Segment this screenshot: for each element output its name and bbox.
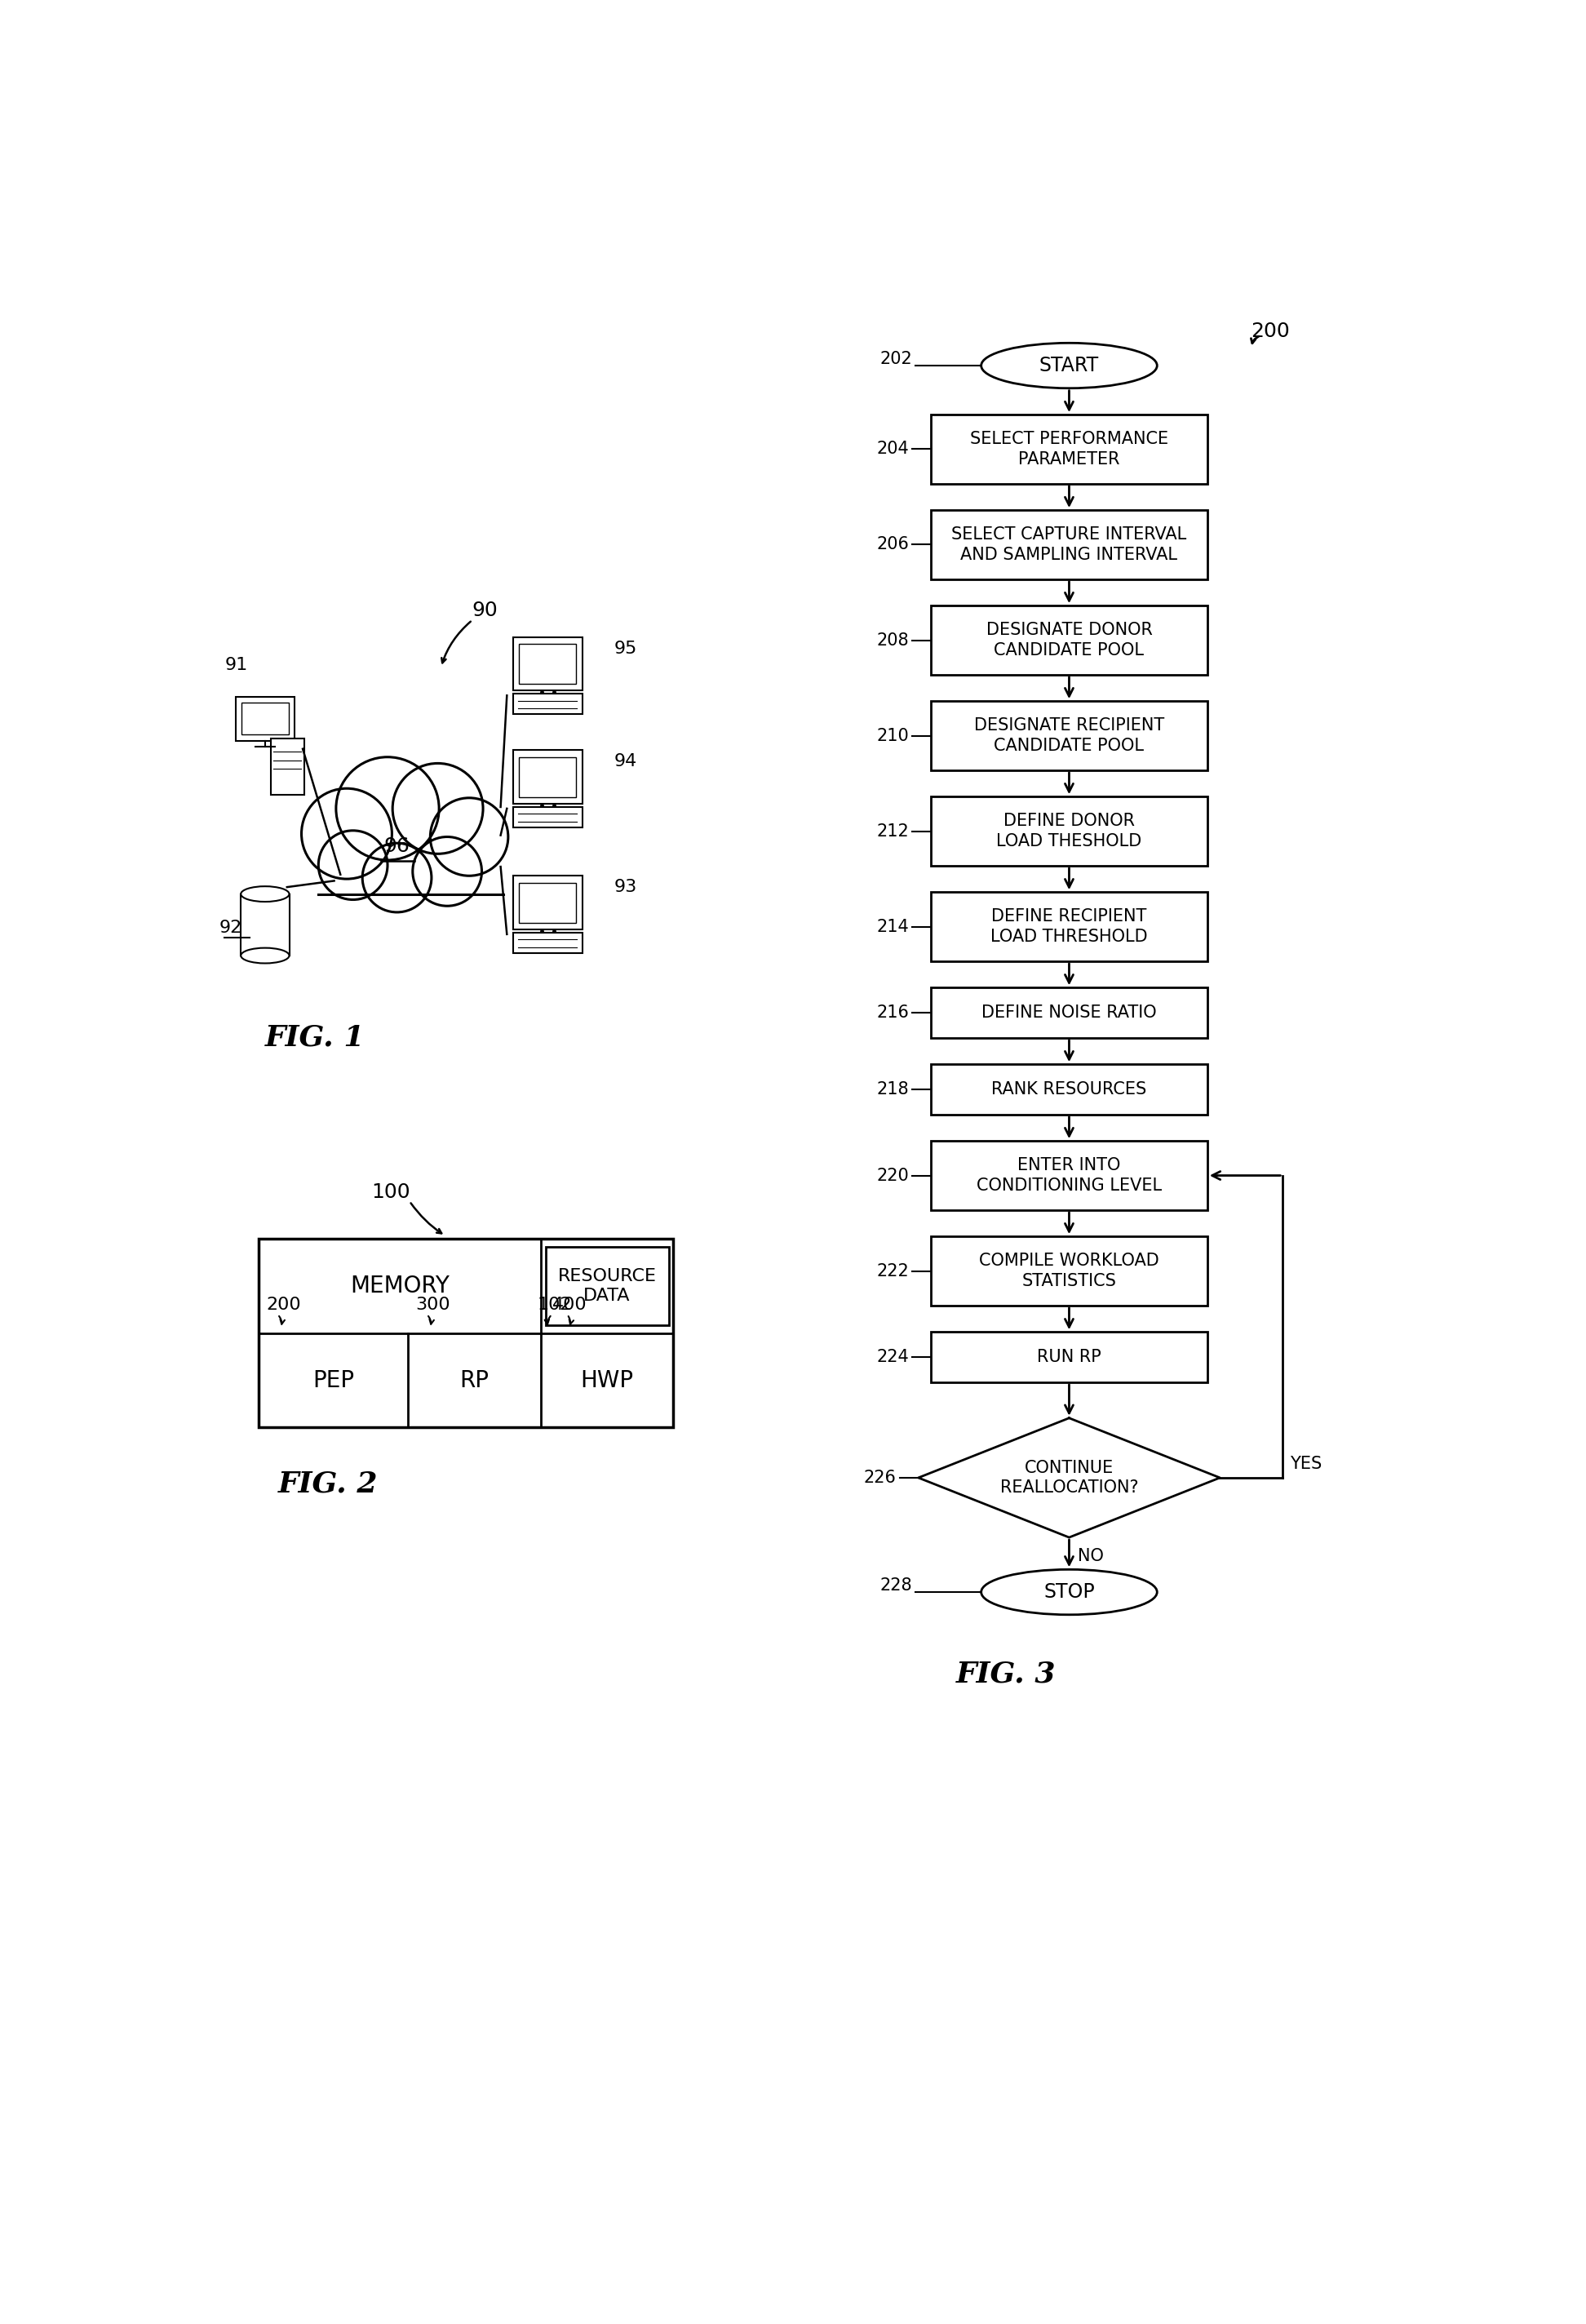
Text: SELECT PERFORMANCE
PARAMETER: SELECT PERFORMANCE PARAMETER: [971, 430, 1169, 467]
Ellipse shape: [241, 885, 289, 902]
Text: 90: 90: [473, 602, 498, 621]
Text: DEFINE DONOR
LOAD THESHOLD: DEFINE DONOR LOAD THESHOLD: [996, 813, 1142, 851]
FancyBboxPatch shape: [519, 883, 576, 923]
Text: RUN RP: RUN RP: [1037, 1348, 1101, 1364]
Text: RESOURCE
DATA: RESOURCE DATA: [558, 1269, 657, 1304]
Text: NO: NO: [1078, 1548, 1104, 1564]
Text: 200: 200: [1251, 321, 1289, 342]
Text: START: START: [1039, 356, 1099, 376]
FancyBboxPatch shape: [512, 751, 582, 804]
Text: MEMORY: MEMORY: [351, 1274, 449, 1297]
Text: 224: 224: [877, 1348, 909, 1364]
Text: 400: 400: [552, 1297, 587, 1313]
Circle shape: [301, 788, 392, 878]
FancyBboxPatch shape: [931, 988, 1207, 1039]
Polygon shape: [297, 844, 517, 913]
Ellipse shape: [241, 948, 289, 962]
Circle shape: [336, 758, 439, 860]
FancyBboxPatch shape: [259, 1239, 674, 1427]
Text: 100: 100: [371, 1183, 411, 1202]
Text: 93: 93: [614, 878, 636, 895]
FancyBboxPatch shape: [512, 876, 582, 930]
Text: 228: 228: [880, 1578, 912, 1594]
Text: DEFINE NOISE RATIO: DEFINE NOISE RATIO: [982, 1004, 1156, 1020]
FancyBboxPatch shape: [931, 1141, 1207, 1211]
FancyBboxPatch shape: [512, 637, 582, 690]
Text: RP: RP: [460, 1369, 488, 1392]
Text: CONTINUE
REALLOCATION?: CONTINUE REALLOCATION?: [999, 1459, 1139, 1497]
Text: 95: 95: [614, 639, 638, 655]
FancyBboxPatch shape: [931, 414, 1207, 483]
Text: 94: 94: [614, 753, 636, 769]
FancyBboxPatch shape: [271, 739, 305, 795]
Text: 91: 91: [225, 658, 249, 674]
Text: DEFINE RECIPIENT
LOAD THRESHOLD: DEFINE RECIPIENT LOAD THRESHOLD: [991, 909, 1148, 946]
FancyBboxPatch shape: [512, 806, 582, 827]
Text: SELECT CAPTURE INTERVAL
AND SAMPLING INTERVAL: SELECT CAPTURE INTERVAL AND SAMPLING INT…: [952, 525, 1186, 562]
Text: PEP: PEP: [312, 1369, 354, 1392]
FancyBboxPatch shape: [931, 702, 1207, 769]
Circle shape: [430, 797, 508, 876]
FancyBboxPatch shape: [931, 892, 1207, 962]
Text: 204: 204: [877, 442, 909, 458]
FancyBboxPatch shape: [931, 509, 1207, 579]
Text: 208: 208: [877, 632, 909, 648]
Text: 206: 206: [877, 537, 909, 553]
Text: FIG. 1: FIG. 1: [265, 1025, 365, 1053]
Text: 300: 300: [416, 1297, 450, 1313]
Text: 222: 222: [877, 1262, 909, 1278]
Text: FIG. 3: FIG. 3: [956, 1659, 1056, 1687]
FancyBboxPatch shape: [546, 1246, 669, 1325]
Text: HWP: HWP: [580, 1369, 633, 1392]
Text: 102: 102: [538, 1297, 573, 1313]
Text: 200: 200: [266, 1297, 301, 1313]
Text: 226: 226: [864, 1469, 896, 1485]
FancyBboxPatch shape: [241, 895, 289, 955]
FancyBboxPatch shape: [241, 702, 289, 734]
Text: 202: 202: [880, 351, 912, 367]
FancyBboxPatch shape: [931, 1236, 1207, 1306]
Text: YES: YES: [1291, 1455, 1323, 1471]
Circle shape: [393, 762, 484, 853]
FancyBboxPatch shape: [236, 697, 295, 741]
FancyBboxPatch shape: [931, 1064, 1207, 1116]
Ellipse shape: [982, 344, 1158, 388]
FancyBboxPatch shape: [931, 1332, 1207, 1383]
Text: 214: 214: [877, 918, 909, 934]
FancyBboxPatch shape: [931, 797, 1207, 867]
FancyBboxPatch shape: [931, 607, 1207, 674]
FancyBboxPatch shape: [519, 644, 576, 683]
Text: COMPILE WORKLOAD
STATISTICS: COMPILE WORKLOAD STATISTICS: [979, 1253, 1159, 1290]
Text: FIG. 2: FIG. 2: [278, 1471, 377, 1499]
FancyBboxPatch shape: [512, 932, 582, 953]
Text: ENTER INTO
CONDITIONING LEVEL: ENTER INTO CONDITIONING LEVEL: [977, 1157, 1163, 1195]
Text: RANK RESOURCES: RANK RESOURCES: [991, 1081, 1147, 1097]
Text: 216: 216: [877, 1004, 909, 1020]
Polygon shape: [918, 1418, 1220, 1538]
Circle shape: [319, 830, 387, 899]
Text: DESIGNATE DONOR
CANDIDATE POOL: DESIGNATE DONOR CANDIDATE POOL: [986, 623, 1153, 658]
Text: DESIGNATE RECIPIENT
CANDIDATE POOL: DESIGNATE RECIPIENT CANDIDATE POOL: [974, 718, 1164, 753]
FancyBboxPatch shape: [519, 758, 576, 797]
Circle shape: [412, 837, 482, 906]
Text: 218: 218: [877, 1081, 909, 1097]
Text: 220: 220: [877, 1167, 909, 1183]
Circle shape: [363, 844, 431, 913]
FancyBboxPatch shape: [512, 695, 582, 713]
Text: STOP: STOP: [1044, 1583, 1094, 1601]
Ellipse shape: [982, 1569, 1158, 1615]
Text: 212: 212: [877, 823, 909, 839]
Text: 92: 92: [219, 920, 243, 937]
Text: 96: 96: [384, 837, 409, 855]
Text: 210: 210: [877, 727, 909, 744]
